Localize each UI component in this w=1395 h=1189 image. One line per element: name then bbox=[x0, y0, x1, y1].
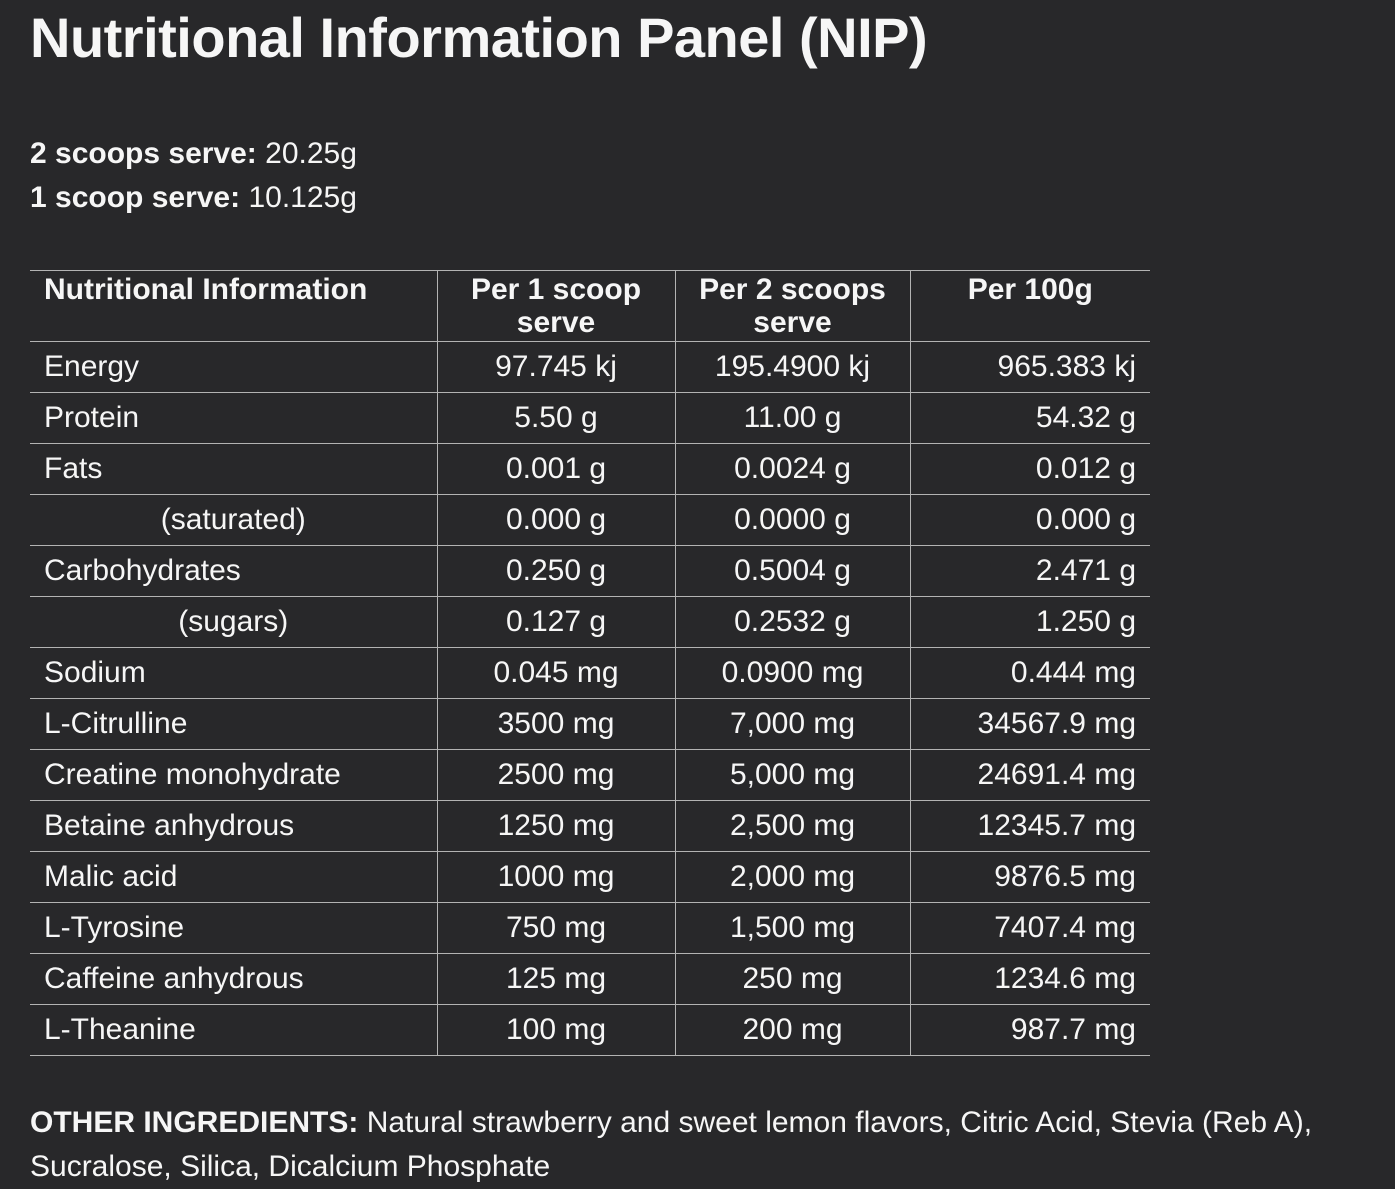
per-1-scoop-value: 0.000 g bbox=[436, 494, 675, 546]
per-100g-value: 34567.9 mg bbox=[909, 698, 1150, 750]
per-2-scoops-value: 0.2532 g bbox=[674, 596, 910, 648]
per-1-scoop-value: 0.250 g bbox=[436, 545, 675, 597]
serving-2-scoops-label: 2 scoops serve: bbox=[30, 137, 257, 170]
per-1-scoop-value: 750 mg bbox=[436, 902, 675, 954]
per-1-scoop-value: 97.745 kj bbox=[436, 341, 675, 393]
table-row: Fats 0.001 g 0.0024 g 0.012 g bbox=[30, 443, 1150, 495]
per-1-scoop-value: 0.127 g bbox=[436, 596, 675, 648]
per-1-scoop-value: 5.50 g bbox=[436, 392, 675, 444]
per-1-scoop-value: 0.045 mg bbox=[436, 647, 675, 699]
per-2-scoops-value: 1,500 mg bbox=[674, 902, 910, 954]
table-row: Energy 97.745 kj 195.4900 kj 965.383 kj bbox=[30, 341, 1150, 393]
nutrient-name: L-Tyrosine bbox=[30, 902, 437, 954]
per-1-scoop-value: 125 mg bbox=[436, 953, 675, 1005]
page-title: Nutritional Information Panel (NIP) bbox=[30, 6, 928, 69]
serving-line-2-scoops: 2 scoops serve: 20.25g bbox=[30, 132, 1375, 176]
nutrient-name: Sodium bbox=[30, 647, 437, 699]
per-2-scoops-value: 11.00 g bbox=[674, 392, 910, 444]
col-header-nutritional-information: Nutritional Information bbox=[30, 270, 437, 342]
nutrient-name: L-Citrulline bbox=[30, 698, 437, 750]
nutrient-name: Betaine anhydrous bbox=[30, 800, 437, 852]
per-100g-value: 0.444 mg bbox=[909, 647, 1150, 699]
table-row: L-Tyrosine 750 mg 1,500 mg 7407.4 mg bbox=[30, 902, 1150, 954]
per-2-scoops-value: 7,000 mg bbox=[674, 698, 910, 750]
per-100g-value: 1.250 g bbox=[909, 596, 1150, 648]
serving-info: 2 scoops serve: 20.25g 1 scoop serve: 10… bbox=[30, 132, 1375, 220]
nutrient-name: (saturated) bbox=[30, 494, 437, 546]
serving-line-1-scoop: 1 scoop serve: 10.125g bbox=[30, 176, 1375, 220]
per-100g-value: 1234.6 mg bbox=[909, 953, 1150, 1005]
per-1-scoop-value: 1250 mg bbox=[436, 800, 675, 852]
per-100g-value: 12345.7 mg bbox=[909, 800, 1150, 852]
table-row: Carbohydrates 0.250 g 0.5004 g 2.471 g bbox=[30, 545, 1150, 597]
table-row: (sugars) 0.127 g 0.2532 g 1.250 g bbox=[30, 596, 1150, 648]
nutrient-name: Protein bbox=[30, 392, 437, 444]
table-row: Caffeine anhydrous 125 mg 250 mg 1234.6 … bbox=[30, 953, 1150, 1005]
per-100g-value: 0.000 g bbox=[909, 494, 1150, 546]
table-row: L-Theanine 100 mg 200 mg 987.7 mg bbox=[30, 1004, 1150, 1056]
per-2-scoops-value: 5,000 mg bbox=[674, 749, 910, 801]
per-2-scoops-value: 2,500 mg bbox=[674, 800, 910, 852]
table-row: Sodium 0.045 mg 0.0900 mg 0.444 mg bbox=[30, 647, 1150, 699]
per-2-scoops-value: 0.0024 g bbox=[674, 443, 910, 495]
table-header-row: Nutritional Information Per 1 scoop serv… bbox=[30, 270, 1150, 342]
per-2-scoops-value: 200 mg bbox=[674, 1004, 910, 1056]
nutrient-name: Malic acid bbox=[30, 851, 437, 903]
table-row: (saturated) 0.000 g 0.0000 g 0.000 g bbox=[30, 494, 1150, 546]
nutrient-name: Caffeine anhydrous bbox=[30, 953, 437, 1005]
per-100g-value: 9876.5 mg bbox=[909, 851, 1150, 903]
per-2-scoops-value: 0.0900 mg bbox=[674, 647, 910, 699]
per-1-scoop-value: 100 mg bbox=[436, 1004, 675, 1056]
table-row: Malic acid 1000 mg 2,000 mg 9876.5 mg bbox=[30, 851, 1150, 903]
table-row: Creatine monohydrate 2500 mg 5,000 mg 24… bbox=[30, 749, 1150, 801]
col-header-per-100g: Per 100g bbox=[909, 270, 1150, 342]
nutrient-name: Energy bbox=[30, 341, 437, 393]
serving-2-scoops-value: 20.25g bbox=[265, 137, 357, 170]
col-header-per-1-scoop-serve: Per 1 scoop serve bbox=[436, 270, 675, 342]
per-100g-value: 24691.4 mg bbox=[909, 749, 1150, 801]
nutrient-name: (sugars) bbox=[30, 596, 437, 648]
serving-1-scoop-value: 10.125g bbox=[248, 181, 357, 214]
per-100g-value: 2.471 g bbox=[909, 545, 1150, 597]
other-ingredients-label: OTHER INGREDIENTS: bbox=[30, 1106, 359, 1139]
per-2-scoops-value: 2,000 mg bbox=[674, 851, 910, 903]
per-1-scoop-value: 0.001 g bbox=[436, 443, 675, 495]
serving-1-scoop-label: 1 scoop serve: bbox=[30, 181, 241, 214]
nutrient-name: L-Theanine bbox=[30, 1004, 437, 1056]
nutrition-table: Nutritional Information Per 1 scoop serv… bbox=[30, 270, 1150, 1056]
nutrient-name: Fats bbox=[30, 443, 437, 495]
per-1-scoop-value: 1000 mg bbox=[436, 851, 675, 903]
per-100g-value: 0.012 g bbox=[909, 443, 1150, 495]
table-row: L-Citrulline 3500 mg 7,000 mg 34567.9 mg bbox=[30, 698, 1150, 750]
per-2-scoops-value: 250 mg bbox=[674, 953, 910, 1005]
per-1-scoop-value: 3500 mg bbox=[436, 698, 675, 750]
per-2-scoops-value: 0.0000 g bbox=[674, 494, 910, 546]
per-100g-value: 965.383 kj bbox=[909, 341, 1150, 393]
per-2-scoops-value: 0.5004 g bbox=[674, 545, 910, 597]
per-100g-value: 987.7 mg bbox=[909, 1004, 1150, 1056]
table-row: Protein 5.50 g 11.00 g 54.32 g bbox=[30, 392, 1150, 444]
nutrient-name: Carbohydrates bbox=[30, 545, 437, 597]
per-1-scoop-value: 2500 mg bbox=[436, 749, 675, 801]
table-row: Betaine anhydrous 1250 mg 2,500 mg 12345… bbox=[30, 800, 1150, 852]
col-header-per-2-scoops-serve: Per 2 scoops serve bbox=[674, 270, 910, 342]
other-ingredients: OTHER INGREDIENTS: Natural strawberry an… bbox=[30, 1101, 1375, 1189]
per-100g-value: 7407.4 mg bbox=[909, 902, 1150, 954]
per-2-scoops-value: 195.4900 kj bbox=[674, 341, 910, 393]
nutrient-name: Creatine monohydrate bbox=[30, 749, 437, 801]
per-100g-value: 54.32 g bbox=[909, 392, 1150, 444]
other-ingredients-text: Natural strawberry and sweet lemon flavo… bbox=[30, 1106, 1313, 1183]
